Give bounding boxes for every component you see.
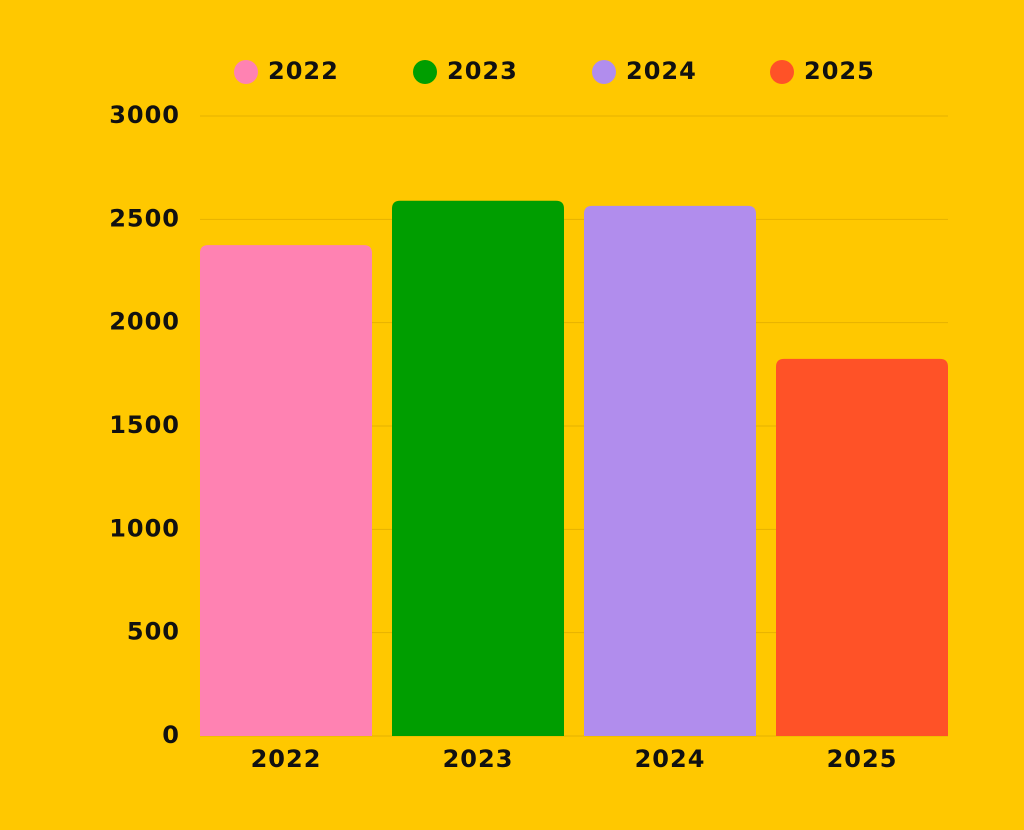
legend-swatch [234,60,258,84]
legend-label: 2025 [804,57,875,85]
x-tick-label: 2023 [443,745,514,773]
legend-label: 2022 [268,57,339,85]
legend-label: 2024 [626,57,697,85]
y-tick-label: 3000 [109,101,180,129]
bar [200,245,372,736]
legend-swatch [413,60,437,84]
x-tick-label: 2025 [827,745,898,773]
bar [776,358,948,736]
legend-swatch [592,60,616,84]
legend-swatch [770,60,794,84]
y-tick-label: 1500 [109,411,180,439]
legend-label: 2023 [447,57,518,85]
bar [584,205,756,736]
y-tick-label: 2500 [109,204,180,232]
x-tick-label: 2024 [635,745,706,773]
y-tick-label: 2000 [109,308,180,336]
y-tick-label: 500 [127,618,180,646]
y-tick-label: 0 [162,721,180,749]
bar [392,200,564,736]
y-tick-label: 1000 [109,514,180,542]
x-tick-label: 2022 [251,745,322,773]
